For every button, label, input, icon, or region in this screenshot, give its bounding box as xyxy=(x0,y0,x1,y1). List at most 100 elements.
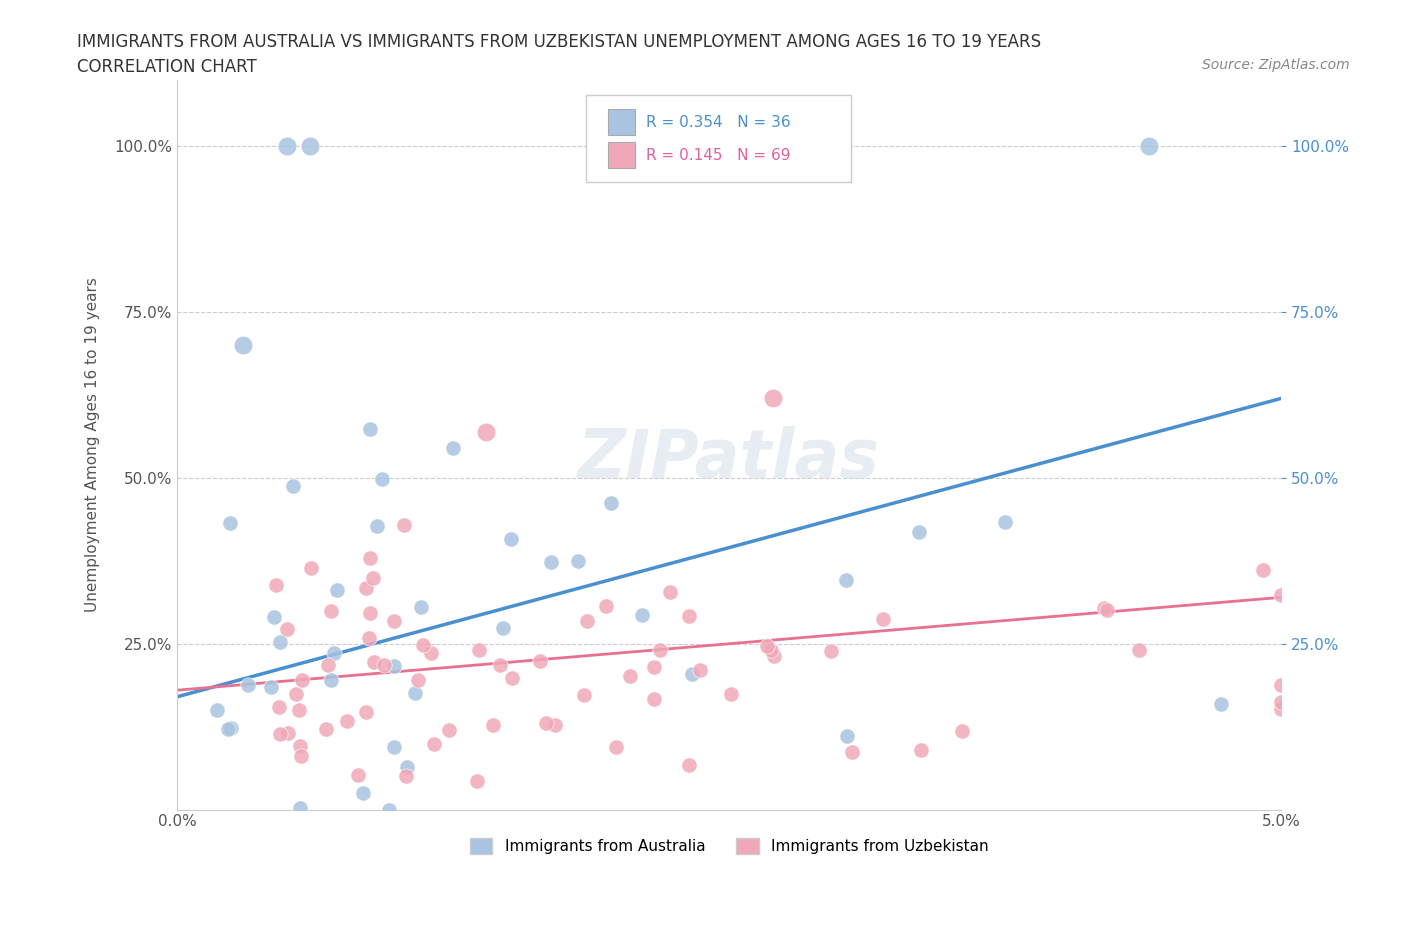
Point xyxy=(492,620,515,635)
Point xyxy=(382,658,405,673)
Point xyxy=(217,722,239,737)
Point xyxy=(266,578,288,592)
Point xyxy=(501,671,523,685)
Point xyxy=(363,655,385,670)
Point xyxy=(285,687,308,702)
Point xyxy=(650,643,672,658)
Text: ZIPatlas: ZIPatlas xyxy=(578,427,880,492)
Point xyxy=(277,725,299,740)
Point xyxy=(359,551,381,565)
Point xyxy=(276,622,298,637)
Point xyxy=(576,613,599,628)
Point xyxy=(482,718,505,733)
Point xyxy=(382,614,405,629)
Point xyxy=(361,570,384,585)
Point xyxy=(409,600,432,615)
Point xyxy=(326,583,349,598)
Point xyxy=(762,391,785,405)
Point xyxy=(643,659,665,674)
Point xyxy=(835,728,858,743)
FancyBboxPatch shape xyxy=(607,110,636,135)
Point xyxy=(316,658,339,672)
FancyBboxPatch shape xyxy=(585,95,851,182)
Point xyxy=(359,631,381,645)
Text: Source: ZipAtlas.com: Source: ZipAtlas.com xyxy=(1202,58,1350,72)
Point xyxy=(720,686,742,701)
Point xyxy=(260,680,283,695)
Point xyxy=(322,645,344,660)
Point xyxy=(392,518,415,533)
Point xyxy=(763,649,786,664)
Point xyxy=(872,612,894,627)
Point xyxy=(468,643,491,658)
Point xyxy=(1128,643,1150,658)
Point xyxy=(475,424,498,439)
Point xyxy=(287,703,309,718)
Point xyxy=(1137,139,1160,153)
Point xyxy=(501,532,523,547)
Point xyxy=(412,638,434,653)
Point xyxy=(205,702,228,717)
Point xyxy=(605,739,627,754)
Point xyxy=(378,802,401,817)
Point xyxy=(359,422,381,437)
Point xyxy=(299,560,322,575)
Point xyxy=(423,737,446,751)
Point xyxy=(290,800,312,815)
Point xyxy=(404,686,426,701)
Point xyxy=(643,692,665,707)
Point xyxy=(595,599,617,614)
FancyBboxPatch shape xyxy=(607,142,636,167)
Point xyxy=(544,717,567,732)
Point xyxy=(1270,677,1292,692)
Point xyxy=(529,653,551,668)
Point xyxy=(236,678,259,693)
Point xyxy=(572,687,595,702)
Point xyxy=(366,519,388,534)
Point xyxy=(619,668,641,683)
Point xyxy=(281,478,304,493)
Point xyxy=(659,585,682,600)
Point xyxy=(395,759,418,774)
Point xyxy=(373,658,395,672)
Point xyxy=(540,554,562,569)
Text: R = 0.145   N = 69: R = 0.145 N = 69 xyxy=(647,148,790,163)
Point xyxy=(630,607,652,622)
Legend: Immigrants from Australia, Immigrants from Uzbekistan: Immigrants from Australia, Immigrants fr… xyxy=(464,832,994,860)
Point xyxy=(600,496,623,511)
Point xyxy=(834,573,856,588)
Point xyxy=(288,738,311,753)
Point xyxy=(291,673,314,688)
Point xyxy=(395,769,418,784)
Point xyxy=(950,724,973,738)
Point xyxy=(994,515,1017,530)
Point xyxy=(269,699,291,714)
Point xyxy=(219,721,242,736)
Point xyxy=(1270,695,1292,710)
Point xyxy=(269,726,291,741)
Point xyxy=(219,516,242,531)
Point xyxy=(371,472,394,486)
Point xyxy=(269,635,291,650)
Text: CORRELATION CHART: CORRELATION CHART xyxy=(77,58,257,75)
Point xyxy=(1092,601,1115,616)
Point xyxy=(465,773,488,788)
Point xyxy=(319,672,342,687)
Point xyxy=(489,658,512,672)
Point xyxy=(420,645,443,660)
Point xyxy=(354,580,377,595)
Point xyxy=(352,786,374,801)
Point xyxy=(1270,701,1292,716)
Point xyxy=(346,767,368,782)
Point xyxy=(356,705,378,720)
Point xyxy=(263,609,285,624)
Point xyxy=(1211,698,1233,712)
Point xyxy=(359,605,381,620)
Point xyxy=(678,757,700,772)
Point xyxy=(755,638,778,653)
Text: R = 0.354   N = 36: R = 0.354 N = 36 xyxy=(647,115,792,130)
Point xyxy=(437,723,460,737)
Point xyxy=(406,672,429,687)
Point xyxy=(761,643,783,658)
Point xyxy=(232,338,254,352)
